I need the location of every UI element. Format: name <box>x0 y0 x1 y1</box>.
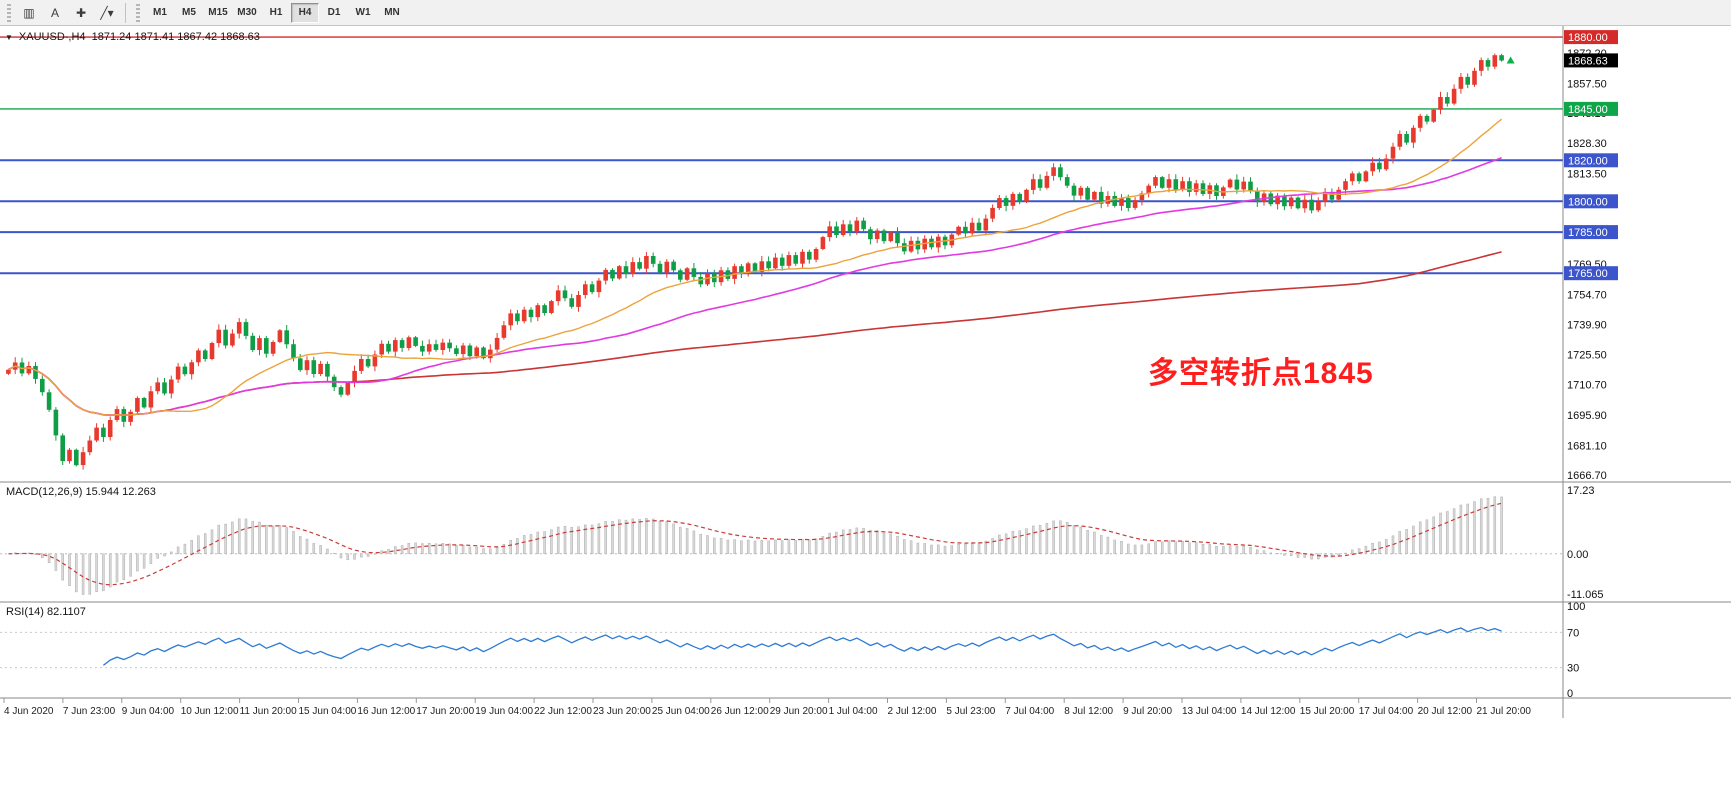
ma-fast-line <box>8 118 1503 416</box>
svg-text:5 Jul 23:00: 5 Jul 23:00 <box>946 706 995 717</box>
rsi-line <box>103 626 1502 666</box>
svg-text:8 Jul 12:00: 8 Jul 12:00 <box>1064 706 1113 717</box>
svg-text:1666.70: 1666.70 <box>1567 470 1607 482</box>
svg-text:17 Jun 20:00: 17 Jun 20:00 <box>416 706 474 717</box>
svg-text:1880.00: 1880.00 <box>1568 32 1608 44</box>
svg-text:4 Jun 2020: 4 Jun 2020 <box>4 706 54 717</box>
svg-text:1785.00: 1785.00 <box>1568 227 1608 239</box>
annotation-text: 多空转折点1845 <box>1148 357 1374 390</box>
svg-text:26 Jun 12:00: 26 Jun 12:00 <box>711 706 769 717</box>
macd-signal-line <box>8 502 1502 586</box>
svg-text:11 Jun 20:00: 11 Jun 20:00 <box>240 706 298 717</box>
svg-text:1 Jul 04:00: 1 Jul 04:00 <box>829 706 878 717</box>
level-lines-layer <box>0 36 1563 275</box>
timeframe-buttons: M1 M5 M15 M30 H1 H4 D1 W1 MN <box>146 2 406 23</box>
chart-area: 1872.201857.501843.101828.301813.501769.… <box>0 26 1731 792</box>
timeframe-h4[interactable]: H4 <box>291 2 319 23</box>
macd-values: 15.944 12.263 <box>85 486 156 498</box>
object-arrow[interactable] <box>1506 56 1515 64</box>
svg-text:1754.70: 1754.70 <box>1567 289 1607 301</box>
line-studies-dropdown[interactable]: ╱▾ <box>100 5 114 20</box>
price-badge-1800.00 <box>1564 194 1618 209</box>
svg-text:23 Jun 20:00: 23 Jun 20:00 <box>593 706 651 717</box>
svg-text:1828.30: 1828.30 <box>1567 138 1607 150</box>
svg-text:1765.00: 1765.00 <box>1568 268 1608 280</box>
svg-text:13 Jul 04:00: 13 Jul 04:00 <box>1182 706 1237 717</box>
svg-text:10 Jun 12:00: 10 Jun 12:00 <box>181 706 239 717</box>
timeframe-m30[interactable]: M30 <box>237 7 257 18</box>
price-badge-1820.00 <box>1564 153 1618 168</box>
macd-name: MACD(12,26,9) <box>6 486 83 498</box>
rsi-name: RSI(14) <box>6 606 44 618</box>
svg-text:30: 30 <box>1567 663 1579 675</box>
price-badge-1880.00 <box>1564 30 1618 45</box>
toolbar-grip[interactable] <box>7 3 11 22</box>
svg-text:29 Jun 20:00: 29 Jun 20:00 <box>770 706 828 717</box>
svg-text:0.00: 0.00 <box>1567 549 1588 561</box>
svg-text:7 Jun 23:00: 7 Jun 23:00 <box>63 706 116 717</box>
time-axis[interactable]: 4 Jun 2020 7 Jun 23:00 9 Jun 04:00 10 Jun 1… <box>3 698 1532 717</box>
svg-text:1681.10: 1681.10 <box>1567 441 1607 453</box>
toolbar-separator <box>125 2 126 23</box>
rsi-value: 82.1107 <box>46 606 86 618</box>
top-toolbar: ▥ A ✚ ╱▾ M1 M5 M15 M30 H1 H4 D1 W1 MN <box>0 0 1731 26</box>
symbol-dropdown-icon[interactable]: ▼ <box>5 32 13 42</box>
svg-text:14 Jul 12:00: 14 Jul 12:00 <box>1241 706 1296 717</box>
svg-text:16 Jun 12:00: 16 Jun 12:00 <box>357 706 415 717</box>
svg-text:25 Jun 04:00: 25 Jun 04:00 <box>652 706 710 717</box>
svg-text:17 Jul 04:00: 17 Jul 04:00 <box>1359 706 1414 717</box>
timeframe-m5[interactable]: M5 <box>182 7 196 18</box>
timeframe-h1[interactable]: H1 <box>269 7 283 18</box>
macd-label: MACD(12,26,9) 15.944 12.263 <box>6 486 156 498</box>
tool-buttons: ▥ A ✚ ╱▾ <box>17 2 119 23</box>
text-label-tool[interactable]: A <box>50 5 59 20</box>
timeframe-m15[interactable]: M15 <box>208 7 228 18</box>
svg-text:9 Jul 20:00: 9 Jul 20:00 <box>1123 706 1172 717</box>
price-badge-1765.00 <box>1564 266 1618 281</box>
svg-text:15 Jul 20:00: 15 Jul 20:00 <box>1300 706 1355 717</box>
timeframe-mn[interactable]: MN <box>384 7 400 18</box>
svg-text:22 Jun 12:00: 22 Jun 12:00 <box>534 706 592 717</box>
charts-icon[interactable]: ▥ <box>23 5 35 20</box>
svg-text:21 Jul 20:00: 21 Jul 20:00 <box>1477 706 1532 717</box>
svg-text:0: 0 <box>1567 688 1573 700</box>
rsi-axis: 100 70 30 0 <box>1567 601 1585 700</box>
ohlc-info: ▼ XAUUSD-,H4 1871.24 1871.41 1867.42 1868… <box>5 31 260 43</box>
rsi-label: RSI(14) 82.1107 <box>6 606 86 618</box>
svg-text:100: 100 <box>1567 601 1585 613</box>
svg-text:70: 70 <box>1567 627 1579 639</box>
svg-text:1813.50: 1813.50 <box>1567 169 1607 181</box>
svg-text:20 Jul 12:00: 20 Jul 12:00 <box>1418 706 1473 717</box>
toolbar-grip-2[interactable] <box>136 3 140 22</box>
svg-text:1868.63: 1868.63 <box>1568 55 1608 67</box>
svg-text:7 Jul 04:00: 7 Jul 04:00 <box>1005 706 1054 717</box>
macd-histogram <box>13 496 1503 595</box>
svg-text:17.23: 17.23 <box>1567 485 1595 497</box>
timeframe-w1[interactable]: W1 <box>355 7 371 18</box>
svg-text:19 Jun 04:00: 19 Jun 04:00 <box>475 706 533 717</box>
crosshair-tool[interactable]: ✚ <box>75 5 87 20</box>
svg-text:1820.00: 1820.00 <box>1568 155 1608 167</box>
current-price-badge <box>1564 53 1618 68</box>
ma-mid-line <box>8 157 1502 416</box>
svg-text:1857.50: 1857.50 <box>1567 78 1607 90</box>
timeframe-d1[interactable]: D1 <box>327 7 341 18</box>
macd-axis: 17.23 0.00 -11.065 <box>1567 485 1604 601</box>
candles-layer <box>6 53 1504 470</box>
svg-text:1739.90: 1739.90 <box>1567 320 1607 332</box>
svg-text:2 Jul 12:00: 2 Jul 12:00 <box>888 706 937 717</box>
svg-text:1710.70: 1710.70 <box>1567 380 1607 392</box>
chart-canvas[interactable]: 1872.201857.501843.101828.301813.501769.… <box>0 26 1731 792</box>
svg-text:-11.065: -11.065 <box>1567 589 1604 601</box>
ohlc-text: XAUUSD-,H4 1871.24 1871.41 1867.42 1868.… <box>18 31 260 43</box>
svg-text:1695.90: 1695.90 <box>1567 410 1607 422</box>
svg-text:9 Jun 04:00: 9 Jun 04:00 <box>122 706 175 717</box>
timeframe-m1[interactable]: M1 <box>153 7 167 18</box>
price-badge-1845.00 <box>1564 101 1618 116</box>
svg-text:1800.00: 1800.00 <box>1568 196 1608 208</box>
svg-text:15 Jun 04:00: 15 Jun 04:00 <box>299 706 357 717</box>
price-badge-1785.00 <box>1564 225 1618 240</box>
svg-text:1725.50: 1725.50 <box>1567 349 1607 361</box>
svg-text:1845.00: 1845.00 <box>1568 104 1608 116</box>
